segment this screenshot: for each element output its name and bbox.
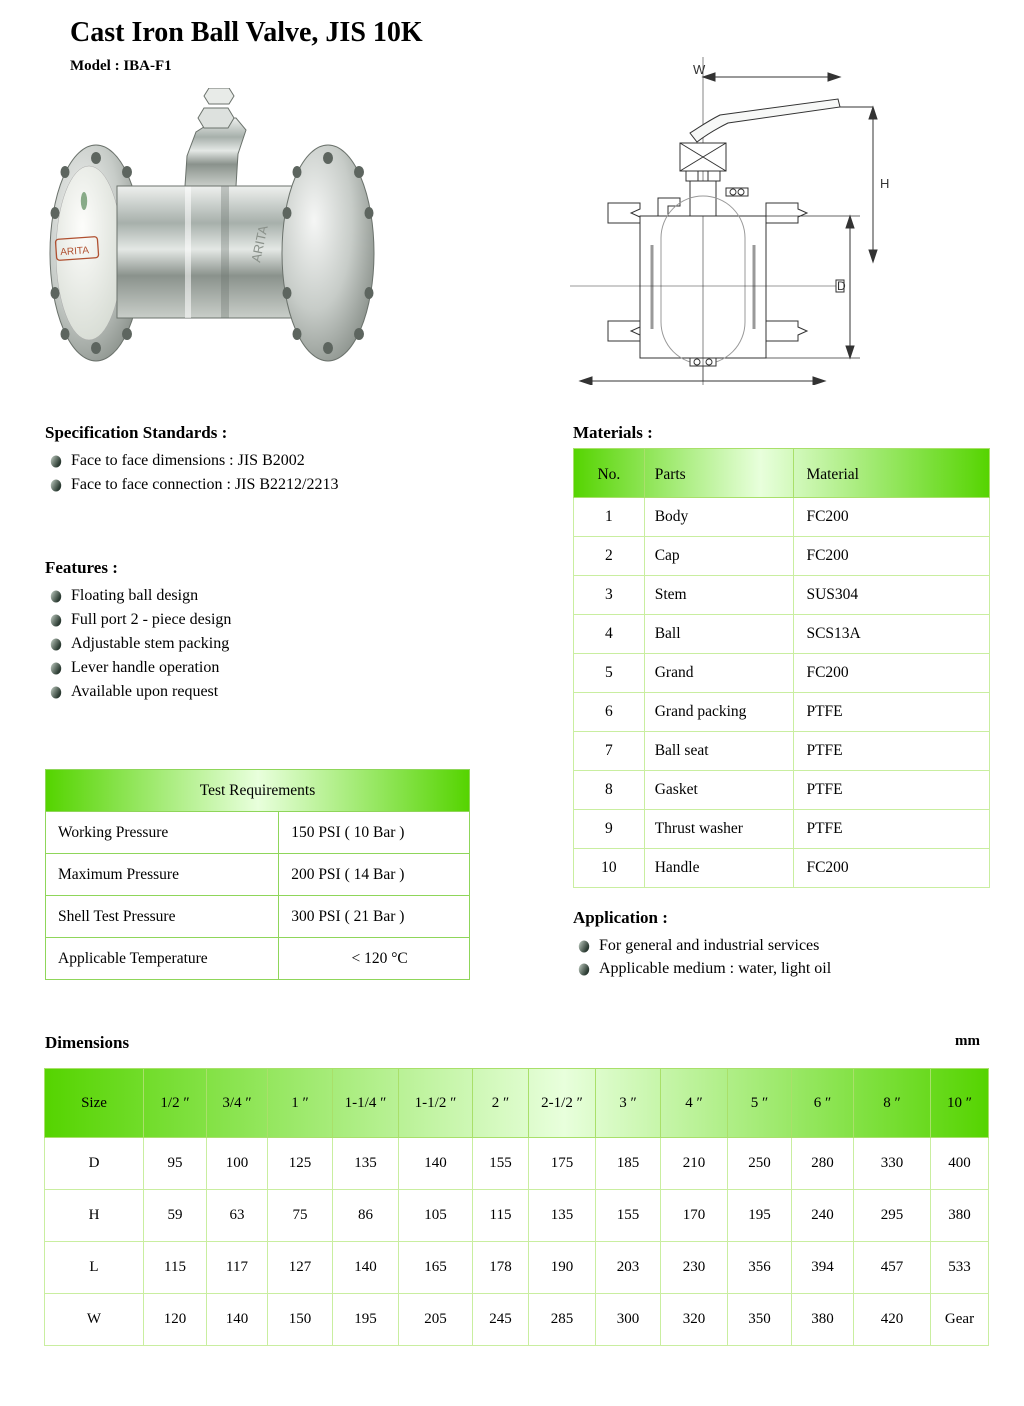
svg-text:ARITA: ARITA bbox=[60, 245, 90, 258]
svg-text:H: H bbox=[880, 176, 889, 191]
svg-text:D: D bbox=[837, 279, 846, 293]
svg-text:W: W bbox=[693, 62, 706, 77]
